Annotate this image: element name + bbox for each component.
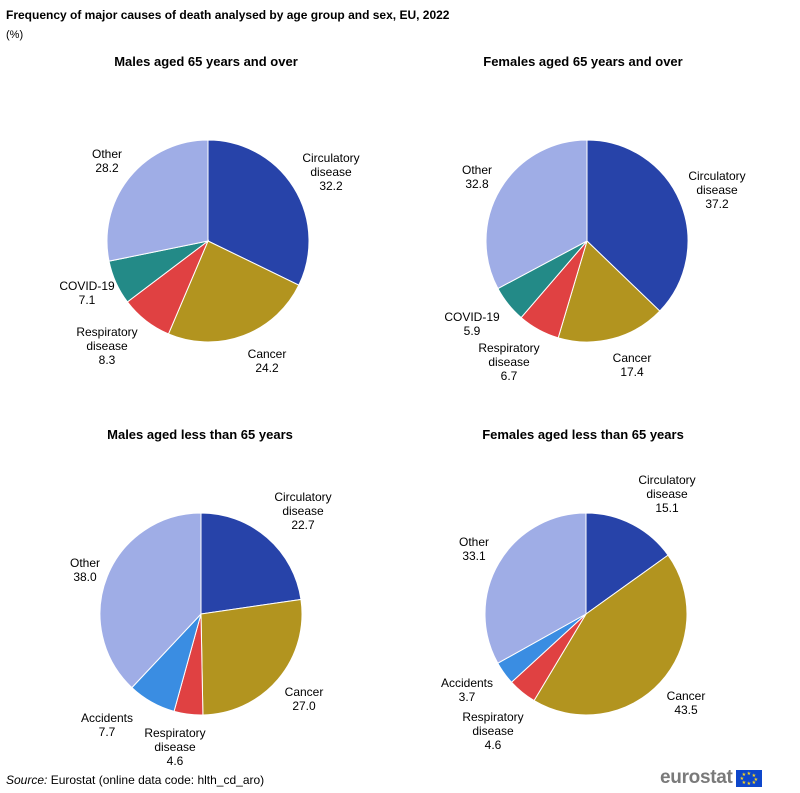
slice-label-cancer: Cancer 24.2 bbox=[248, 347, 287, 375]
pie-slice-cancer bbox=[557, 240, 661, 343]
slice-label-other: Other 32.8 bbox=[462, 163, 492, 191]
pie-title: Males aged 65 years and over bbox=[114, 54, 298, 69]
pie-title: Females aged 65 years and over bbox=[483, 54, 682, 69]
pie-slice-cancer bbox=[533, 554, 688, 716]
pie-slice-other bbox=[99, 512, 202, 689]
slice-label-circulatory-disease: Circulatory disease 37.2 bbox=[688, 169, 745, 211]
slice-label-other: Other 28.2 bbox=[92, 147, 122, 175]
slice-label-other: Other 33.1 bbox=[459, 535, 489, 563]
pie-slice-other bbox=[484, 512, 587, 664]
slice-label-covid-19: COVID-19 5.9 bbox=[444, 310, 500, 338]
slice-label-accidents: Accidents 3.7 bbox=[441, 676, 493, 704]
slice-label-cancer: Cancer 27.0 bbox=[285, 685, 324, 713]
pie-slice-cancer bbox=[167, 240, 300, 343]
pie-title: Females aged less than 65 years bbox=[482, 427, 684, 442]
pie-chart-males-aged-65-years-and-over: Males aged 65 years and over Circulatory d… bbox=[59, 54, 359, 375]
pie-slice-other bbox=[485, 139, 588, 290]
slice-label-respiratory-disease: Respiratory disease 6.7 bbox=[478, 341, 539, 383]
logo-text: eurostat bbox=[660, 767, 733, 788]
chart-title: Frequency of major causes of death analy… bbox=[6, 8, 450, 22]
slice-label-circulatory-disease: Circulatory disease 32.2 bbox=[302, 151, 359, 193]
source-text: Eurostat (online data code: hlth_cd_aro) bbox=[47, 773, 265, 787]
pie-slice-cancer bbox=[200, 598, 303, 716]
source-label: Source: bbox=[6, 773, 48, 787]
slice-label-cancer: Cancer 43.5 bbox=[667, 689, 706, 717]
pie-slice-circulatory-disease bbox=[585, 512, 669, 615]
pie-slice-other bbox=[106, 139, 209, 262]
pie-slice-circulatory-disease bbox=[586, 139, 689, 312]
unit-label: (%) bbox=[6, 29, 24, 41]
slice-label-covid-19: COVID-19 7.1 bbox=[59, 279, 115, 307]
pie-chart-females-aged-65-years-and-over: Females aged 65 years and over Circulator… bbox=[444, 54, 745, 383]
slice-label-respiratory-disease: Respiratory disease 4.6 bbox=[144, 726, 205, 768]
slice-label-respiratory-disease: Respiratory disease 4.6 bbox=[462, 710, 523, 752]
pie-title: Males aged less than 65 years bbox=[107, 427, 293, 442]
source-note: Source: Eurostat (online data code: hlth… bbox=[6, 773, 264, 787]
slice-label-circulatory-disease: Circulatory disease 15.1 bbox=[638, 473, 695, 515]
slice-label-respiratory-disease: Respiratory disease 8.3 bbox=[76, 325, 137, 367]
pie-slice-circulatory-disease bbox=[207, 139, 310, 286]
pie-chart-females-aged-less-than-65-years: Females aged less than 65 years Circulato… bbox=[441, 427, 705, 752]
pie-slice-circulatory-disease bbox=[200, 512, 302, 615]
eurostat-logo: eurostat ★ ★ ★ ★ ★ ★ ★ ★ bbox=[660, 767, 762, 789]
slice-label-circulatory-disease: Circulatory disease 22.7 bbox=[274, 490, 331, 532]
slice-label-other: Other 38.0 bbox=[70, 556, 100, 584]
pie-chart-males-aged-less-than-65-years: Males aged less than 65 years Circulatory… bbox=[70, 427, 332, 768]
slice-label-accidents: Accidents 7.7 bbox=[81, 711, 133, 739]
slice-label-cancer: Cancer 17.4 bbox=[613, 351, 652, 379]
eu-flag-icon: ★ ★ ★ ★ ★ ★ ★ ★ bbox=[735, 769, 762, 787]
